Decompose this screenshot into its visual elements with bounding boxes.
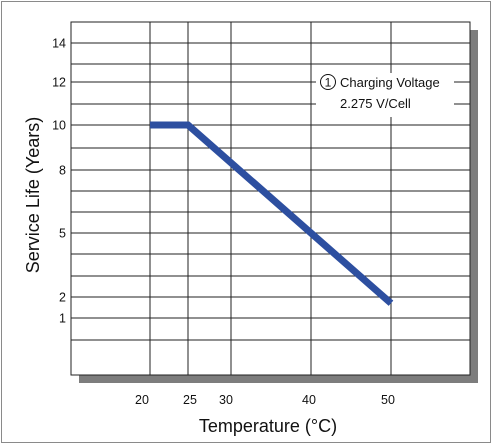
y-tick-label: 1 — [59, 312, 66, 326]
y-tick-label: 10 — [52, 119, 66, 133]
y-tick-label: 8 — [59, 164, 66, 178]
annotation-background — [316, 73, 454, 117]
annotation-line-2: 2.275 V/Cell — [340, 96, 411, 111]
y-tick-label: 2 — [59, 291, 66, 305]
annotation-line-1: Charging Voltage — [340, 75, 440, 90]
series-group — [150, 121, 394, 306]
x-axis-title: Temperature (°C) — [199, 416, 337, 436]
annotation-marker-number: 1 — [325, 76, 332, 90]
x-tick-label: 50 — [381, 393, 395, 407]
x-tick-label: 20 — [135, 393, 149, 407]
y-axis-title: Service Life (Years) — [23, 117, 43, 273]
annotation-marker-circle — [320, 74, 336, 90]
x-tick-label: 30 — [219, 393, 233, 407]
x-tick-label: 25 — [183, 393, 197, 407]
x-tick-label: 40 — [302, 393, 316, 407]
grid-lines — [71, 22, 470, 375]
x-tick-labels: 20 25 30 40 50 — [135, 393, 395, 407]
series-line — [150, 121, 394, 306]
y-tick-label: 14 — [52, 37, 66, 51]
y-tick-label: 12 — [52, 76, 66, 90]
y-tick-label: 5 — [59, 227, 66, 241]
annotation: 1 Charging Voltage 2.275 V/Cell — [316, 73, 454, 117]
